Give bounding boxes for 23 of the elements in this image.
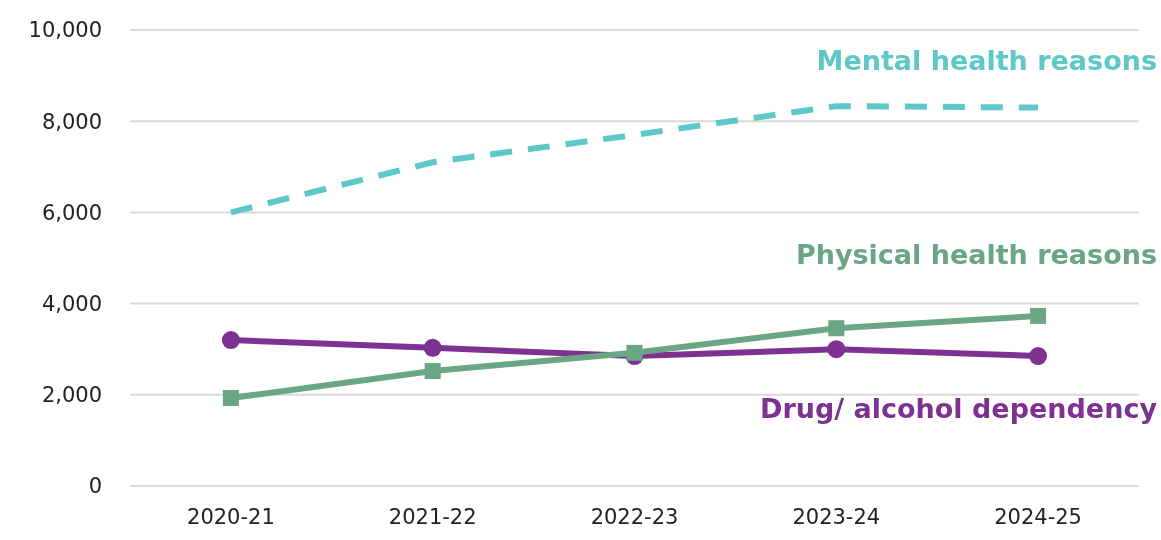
- point: [827, 340, 846, 359]
- y-tick-label: 10,000: [28, 18, 102, 43]
- x-tick-label: 2020-21: [187, 505, 275, 529]
- point: [423, 338, 442, 357]
- y-tick-label: 4,000: [41, 291, 102, 316]
- y-tick-label: 6,000: [41, 200, 102, 225]
- x-tick-label: 2021-22: [388, 505, 477, 529]
- x-tick-label: 2024-25: [994, 505, 1082, 529]
- text: Physical health reasons: [795, 238, 1157, 270]
- point: [221, 331, 240, 350]
- x-tick-label: 2023-24: [792, 505, 881, 529]
- series-label: Drug/ alcohol dependency: [760, 393, 1158, 425]
- y-tick-label: 8,000: [41, 109, 102, 134]
- point: [1030, 307, 1047, 324]
- point: [828, 320, 845, 337]
- y-tick-label: 0: [88, 474, 102, 499]
- point: [626, 344, 643, 361]
- series-label: Mental health reasons: [816, 44, 1157, 76]
- x-tick-label: 2022-23: [590, 505, 679, 529]
- point: [1029, 347, 1048, 366]
- y-tick-label: 2,000: [41, 383, 102, 408]
- point: [424, 363, 441, 380]
- point: [222, 389, 239, 406]
